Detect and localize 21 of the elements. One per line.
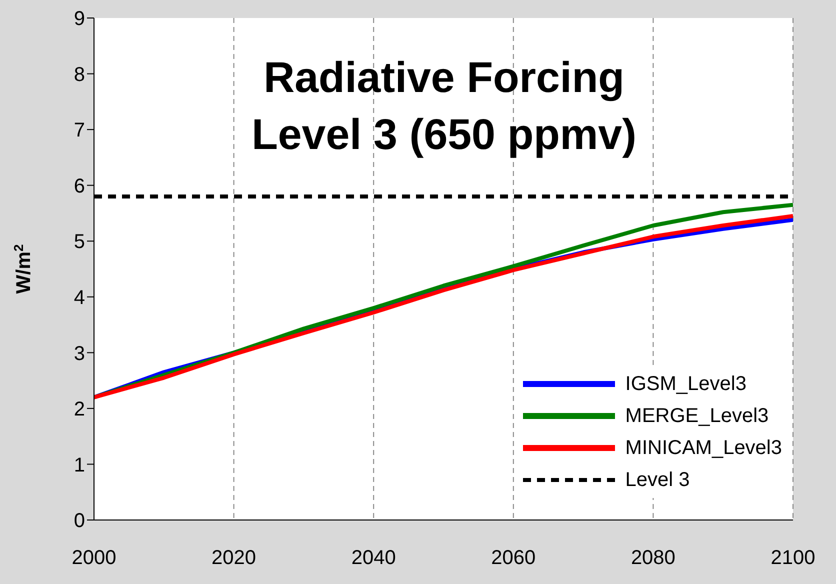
legend-label: IGSM_Level3 — [625, 372, 746, 396]
y-tick-label: 0 — [74, 510, 85, 532]
y-tick-label: 3 — [74, 342, 85, 365]
y-tick-label: 4 — [74, 286, 85, 309]
legend-label: MINICAM_Level3 — [625, 436, 782, 460]
text: Radiative Forcing Level 3 (650 ppmv) — [252, 54, 636, 159]
legend-label: MERGE_Level3 — [625, 404, 769, 428]
y-tick-label: 9 — [74, 8, 85, 30]
legend-label: Level 3 — [625, 468, 690, 492]
y-tick-label: 1 — [74, 454, 85, 476]
x-tick-label: 2000 — [72, 547, 116, 570]
y-tick-label: 2 — [74, 398, 85, 421]
y-tick-label: 8 — [74, 64, 85, 86]
y-tick-label: 6 — [74, 175, 85, 198]
x-tick-label: 2080 — [630, 547, 676, 570]
x-tick-label: 2060 — [491, 547, 536, 570]
x-tick-label: 2040 — [351, 547, 396, 570]
y-tick-label: 5 — [74, 231, 85, 254]
x-tick-label: 2020 — [212, 547, 256, 570]
y-tick-label: 7 — [74, 120, 85, 142]
x-tick-label: 2100 — [770, 547, 816, 570]
